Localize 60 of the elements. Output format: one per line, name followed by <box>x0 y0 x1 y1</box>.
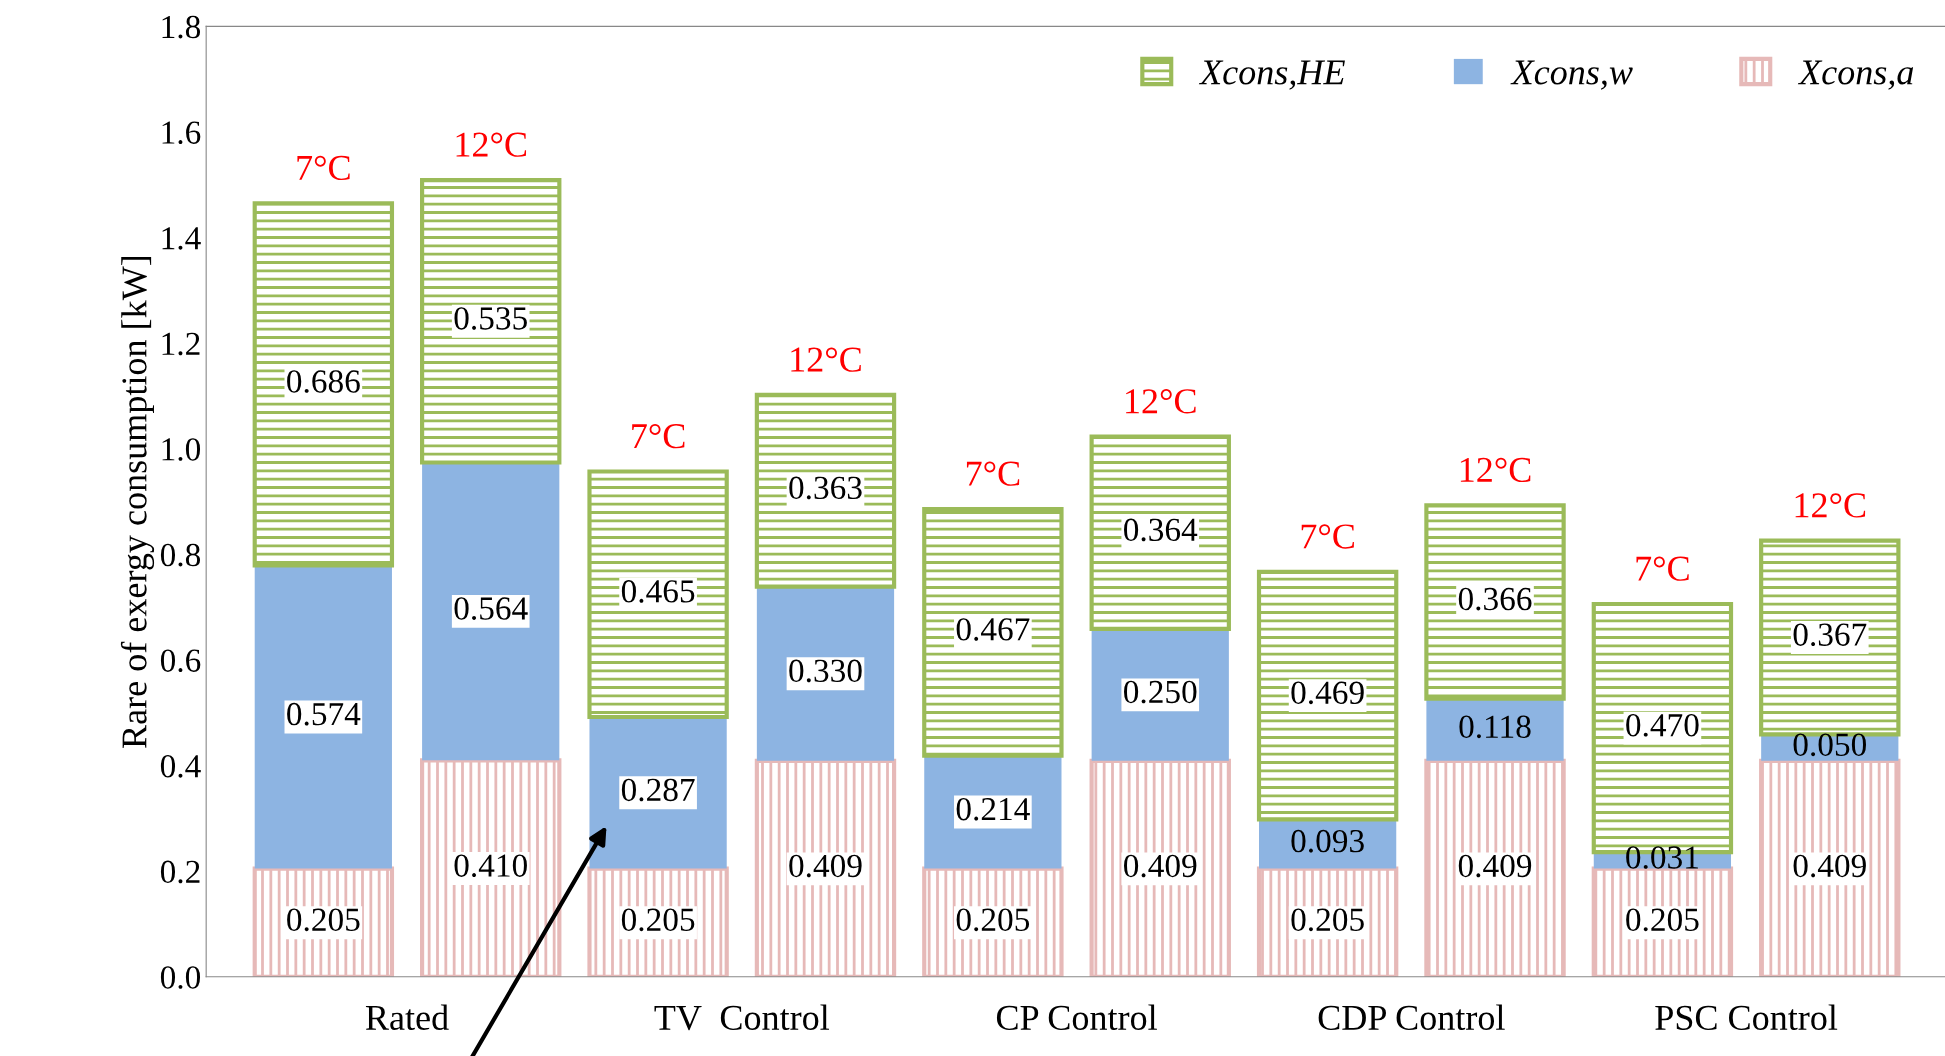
data-label: 0.409 <box>1124 854 1197 878</box>
data-label: 0.467 <box>956 618 1030 641</box>
y-tick-label: 0.4 <box>160 755 201 778</box>
y-tick-label: 0.0 <box>160 966 201 989</box>
data-label: 0.250 <box>1124 680 1197 704</box>
data-label: 0.410 <box>454 854 527 878</box>
y-tick-label: 1.4 <box>162 227 201 250</box>
y-tick-label: 0.8 <box>160 543 201 567</box>
annotation: 12°C <box>1795 493 1866 518</box>
data-label: 0.205 <box>287 908 360 932</box>
annotation: 12°C <box>456 132 527 157</box>
data-label: 0.287 <box>621 778 695 802</box>
annotation: 12°C <box>1126 389 1196 414</box>
data-label: 0.535 <box>454 307 527 330</box>
annotation: 7°C <box>632 423 685 449</box>
annotation: 12°C <box>1460 457 1531 483</box>
data-label: 0.205 <box>1626 908 1699 932</box>
annotation: 7°C <box>1636 556 1689 581</box>
data-label: 0.205 <box>1291 908 1364 932</box>
data-label: 0.363 <box>789 476 862 500</box>
x-tick-label: CP Control <box>996 1004 1157 1030</box>
annotation: 12°C <box>791 347 861 372</box>
data-label: 0.574 <box>287 702 361 726</box>
y-tick-label: 1.8 <box>162 15 201 39</box>
annotation: 7°C <box>297 155 350 181</box>
x-tick-label: PSC Control <box>1655 1004 1838 1030</box>
data-label: 0.564 <box>454 597 528 620</box>
data-label: 0.366 <box>1458 587 1532 611</box>
legend-label: Xcons,w <box>1510 60 1633 90</box>
y-tick-label: 0.6 <box>160 649 201 673</box>
data-label: 0.470 <box>1626 713 1699 737</box>
legend-label: Xcons,HE <box>1198 60 1345 90</box>
data-label: 0.367 <box>1793 623 1867 647</box>
y-tick-label: 1.0 <box>162 438 201 461</box>
data-label: 0.469 <box>1291 681 1364 705</box>
y-tick-label: 1.2 <box>162 332 200 356</box>
legend-label: Xcons,a <box>1797 60 1914 90</box>
data-label: 0.686 <box>287 370 360 393</box>
x-tick-label: Rated <box>365 1004 449 1030</box>
data-label: 0.364 <box>1124 518 1198 542</box>
data-label: 0.093 <box>1291 829 1364 853</box>
data-label: 0.409 <box>789 854 862 878</box>
x-tick-label: CDP Control <box>1318 1004 1505 1030</box>
bar <box>1426 698 1564 761</box>
data-label: 0.465 <box>621 580 695 603</box>
y-axis-title: Rare of exergy consumption [kW] <box>120 256 155 748</box>
annotation: 7°C <box>1301 524 1354 549</box>
data-label: 0.050 <box>1793 733 1867 757</box>
data-label: 0.409 <box>1458 854 1532 878</box>
y-tick-label: 1.6 <box>162 121 201 145</box>
x-tick-label: TV Control <box>654 1004 830 1031</box>
y-tick-label: 0.2 <box>160 860 200 884</box>
data-label: 0.409 <box>1793 854 1866 878</box>
bar <box>756 586 895 761</box>
data-label: 0.205 <box>956 908 1030 932</box>
data-label: 0.118 <box>1459 715 1531 739</box>
data-label: 0.330 <box>789 659 862 683</box>
annotation: 7°C <box>966 461 1020 486</box>
data-label: 0.205 <box>621 908 695 932</box>
data-label: 0.214 <box>956 797 1030 821</box>
